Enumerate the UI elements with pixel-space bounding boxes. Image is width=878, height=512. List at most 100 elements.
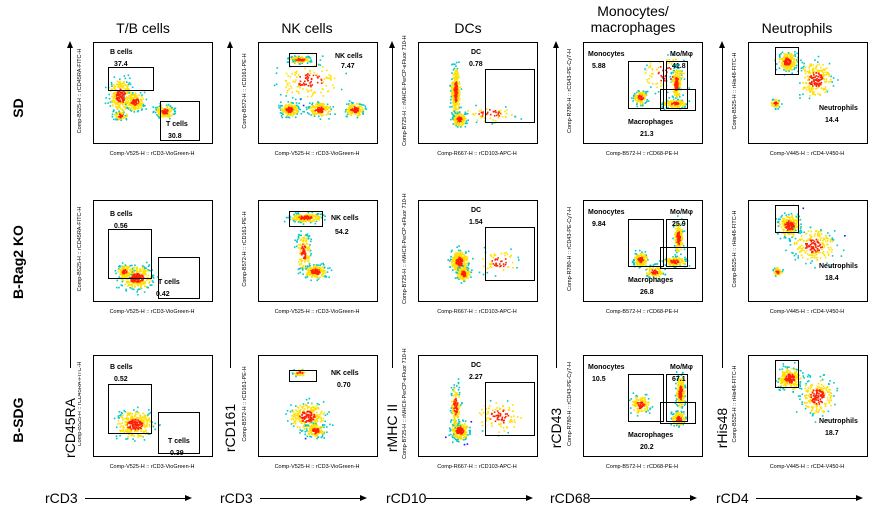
- event-dot: [311, 270, 313, 272]
- event-dot: [285, 413, 287, 415]
- event-dot: [504, 417, 506, 419]
- event-dot: [450, 90, 452, 92]
- event-dot: [146, 261, 148, 264]
- event-dot: [125, 429, 127, 431]
- event-dot: [314, 421, 317, 423]
- event-dot: [297, 212, 300, 214]
- event-dot: [161, 107, 163, 110]
- event-dot: [319, 108, 321, 111]
- event-dot: [138, 95, 141, 97]
- event-dot: [113, 110, 115, 112]
- event-dot: [155, 108, 157, 111]
- event-dot: [459, 117, 462, 120]
- event-dot: [142, 103, 145, 105]
- event-dot: [454, 119, 456, 121]
- event-dot: [487, 412, 489, 415]
- event-dot: [291, 73, 293, 75]
- event-dot: [316, 105, 319, 108]
- event-dot: [674, 71, 677, 74]
- event-dot: [289, 110, 291, 112]
- event-dot: [144, 433, 147, 435]
- event-dot: [315, 431, 317, 433]
- event-dot: [126, 97, 129, 99]
- event-dot: [286, 91, 288, 94]
- event-dot: [327, 110, 330, 113]
- event-dot: [289, 106, 292, 108]
- event-dot: [316, 435, 319, 437]
- event-dot: [120, 284, 123, 286]
- event-dot: [316, 421, 318, 423]
- event-dot: [494, 110, 497, 112]
- event-dot: [115, 111, 117, 114]
- event-dot: [481, 408, 483, 411]
- event-dot: [312, 416, 315, 418]
- event-dot: [464, 118, 467, 120]
- event-dot: [130, 273, 133, 276]
- event-dot: [294, 414, 296, 417]
- event-dot: [489, 418, 492, 420]
- event-dot: [317, 428, 319, 430]
- event-dot: [168, 112, 170, 115]
- event-dot: [327, 113, 329, 115]
- event-dot: [112, 97, 115, 100]
- event-dot: [301, 414, 303, 416]
- event-dot: [162, 108, 165, 110]
- event-dot: [315, 426, 317, 429]
- event-dot: [453, 256, 455, 259]
- event-dot: [147, 274, 150, 277]
- event-dot: [322, 413, 324, 415]
- event-dot: [162, 114, 164, 117]
- event-dot: [164, 112, 167, 115]
- event-dot: [484, 117, 486, 119]
- event-dot: [310, 279, 312, 282]
- event-dot: [120, 424, 123, 427]
- event-dot: [462, 419, 464, 422]
- y-axis-detail-label: Comp-B572-H :: rCD161-PE-H: [242, 366, 248, 442]
- event-dot: [149, 278, 152, 281]
- event-dot: [468, 429, 471, 432]
- event-dot: [305, 106, 308, 109]
- event-dot: [455, 428, 457, 431]
- event-dot: [149, 419, 151, 422]
- event-dot: [149, 421, 151, 423]
- event-dot: [458, 393, 461, 396]
- event-dot: [126, 102, 129, 104]
- event-dot: [300, 215, 303, 217]
- event-dot: [304, 246, 307, 249]
- event-dot: [456, 403, 458, 406]
- event-dot: [295, 219, 298, 222]
- event-dot: [499, 415, 502, 417]
- event-dot: [454, 264, 456, 267]
- event-dot: [305, 88, 308, 91]
- event-dot: [467, 110, 469, 112]
- event-dot: [463, 273, 466, 275]
- event-dot: [456, 427, 459, 429]
- event-dot: [296, 413, 299, 416]
- event-dot: [485, 420, 488, 422]
- event-dot: [467, 269, 469, 272]
- event-dot: [128, 91, 131, 93]
- event-dot: [314, 429, 316, 431]
- event-dot: [350, 106, 352, 108]
- event-dot: [140, 427, 142, 429]
- event-dot: [348, 106, 350, 109]
- event-dot: [676, 72, 679, 75]
- event-dot: [322, 81, 325, 83]
- event-dot: [127, 278, 129, 281]
- event-dot: [638, 98, 641, 101]
- event-dot: [458, 105, 460, 107]
- gate-percent: 7.47: [341, 63, 355, 70]
- event-dot: [300, 230, 302, 232]
- event-dot: [307, 106, 310, 108]
- event-dot: [293, 105, 295, 108]
- event-dot: [673, 67, 675, 70]
- event-dot: [141, 435, 143, 438]
- event-dot: [120, 268, 123, 271]
- event-dot: [113, 100, 116, 103]
- event-dot: [116, 98, 119, 101]
- event-dot: [458, 275, 461, 278]
- event-dot: [126, 418, 128, 421]
- event-dot: [304, 219, 306, 221]
- event-dot: [132, 94, 134, 97]
- event-dot: [678, 74, 681, 77]
